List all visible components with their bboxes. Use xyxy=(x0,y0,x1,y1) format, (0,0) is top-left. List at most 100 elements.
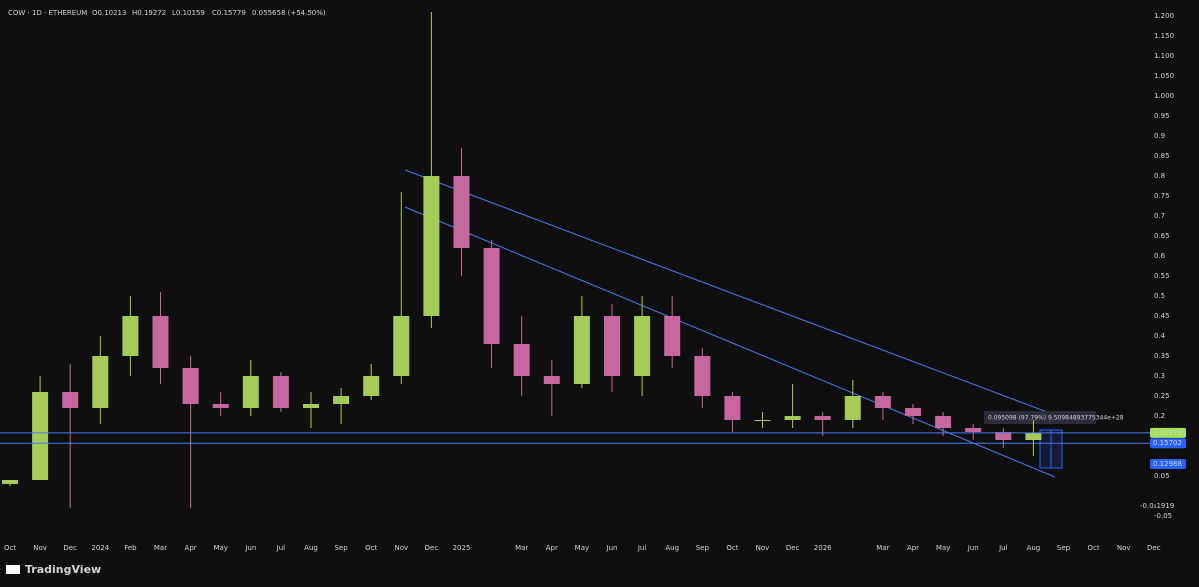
candle-body xyxy=(995,432,1012,440)
candle-body xyxy=(543,376,560,384)
footer: TradingView xyxy=(6,563,101,576)
y-tick-label: 0.65 xyxy=(1154,232,1170,240)
candle-body xyxy=(634,316,651,376)
candle-body xyxy=(92,356,109,408)
candle-body xyxy=(242,376,259,408)
x-tick-label: Feb xyxy=(124,544,137,552)
x-tick-label: Oct xyxy=(4,544,16,552)
brand: TradingView xyxy=(25,563,101,576)
y-tick-label: 0.9 xyxy=(1154,132,1165,140)
x-tick-label: 2025 xyxy=(453,544,471,552)
y-tick-label: 0.2 xyxy=(1154,412,1165,420)
candle-body xyxy=(573,316,590,384)
x-tick-label: Oct xyxy=(1088,544,1100,552)
y-tick-label: 0.75 xyxy=(1154,192,1170,200)
y-tick-label: 1.050 xyxy=(1154,72,1174,80)
candle-body xyxy=(423,176,440,316)
candle-body xyxy=(965,428,982,432)
candle-body xyxy=(62,392,79,408)
trendline xyxy=(404,169,1056,416)
y-tick-label: 0.95 xyxy=(1154,112,1170,120)
x-tick-label: Aug xyxy=(665,544,679,552)
candle-body xyxy=(664,316,681,356)
candle-body xyxy=(844,396,861,420)
x-tick-label: Mar xyxy=(515,544,528,552)
x-tick-label: Nov xyxy=(1117,544,1131,552)
ohlc-value: O0.10213 xyxy=(92,9,126,17)
x-tick-label: Oct xyxy=(726,544,738,552)
y-tick-label: 0.25 xyxy=(1154,392,1170,400)
price-label-box xyxy=(1150,427,1186,438)
x-tick-label: Nov xyxy=(756,544,770,552)
candle-body xyxy=(152,316,169,368)
y-tick-label: 1.100 xyxy=(1154,52,1174,60)
y-tick-label: 0.35 xyxy=(1154,352,1170,360)
candle-body xyxy=(32,392,49,480)
symbol: COW · 1D · ETHEREUM xyxy=(8,9,87,17)
y-tick-label: 0.85 xyxy=(1154,152,1170,160)
y-tick-label: 0.4 xyxy=(1154,332,1166,340)
candle-body xyxy=(754,420,771,421)
x-tick-label: Jul xyxy=(637,544,647,552)
y-tick-label: 1.200 xyxy=(1154,12,1174,20)
ohlc-legend: O0.10213 H0.19272 L0.10159 C0.15779 xyxy=(92,9,246,17)
y-tick-label: 0.3 xyxy=(1154,372,1165,380)
x-tick-label: Mar xyxy=(154,544,167,552)
candle-body xyxy=(935,416,952,428)
x-tick-label: Apr xyxy=(907,544,919,552)
x-tick-label: Mar xyxy=(876,544,889,552)
x-tick-label: May xyxy=(936,544,950,552)
x-tick-label: Jul xyxy=(276,544,286,552)
candle-body xyxy=(363,376,380,396)
candle-body xyxy=(212,404,229,408)
candle-body xyxy=(784,416,801,420)
candle-body xyxy=(874,396,891,408)
x-tick-label: Dec xyxy=(425,544,439,552)
candle-body xyxy=(2,480,18,484)
x-tick-label: Dec xyxy=(63,544,77,552)
y-note: -0.0₃1919 xyxy=(1140,502,1174,510)
x-tick-label: Sep xyxy=(334,544,348,552)
x-tick-label: Sep xyxy=(696,544,710,552)
ohlc-value: H0.19272 xyxy=(132,9,166,17)
x-tick-label: Nov xyxy=(394,544,408,552)
y-tick-label: 0.8 xyxy=(1154,172,1165,180)
y-tick-label: 0.6 xyxy=(1154,252,1166,260)
trendline xyxy=(404,206,1056,478)
ohlc-value: C0.15779 xyxy=(212,9,246,17)
y-tick-label: 0.55 xyxy=(1154,272,1170,280)
price-label: 0.12988 xyxy=(1153,460,1182,468)
y-tick-label: -0.05 xyxy=(1154,512,1172,520)
y-tick-label: 1.150 xyxy=(1154,32,1174,40)
y-tick-label: 0.45 xyxy=(1154,312,1170,320)
x-tick-label: Jun xyxy=(244,544,256,552)
candle-body xyxy=(272,376,289,408)
candle-body xyxy=(513,344,530,376)
change: 0.055658 (+54.50%) xyxy=(252,9,326,17)
candle-body xyxy=(694,356,711,396)
candle-body xyxy=(724,396,741,420)
candle-body xyxy=(333,396,350,404)
candle-body xyxy=(604,316,620,376)
candle-body xyxy=(182,368,199,404)
price-label-box xyxy=(1150,459,1186,470)
x-tick-label: 2026 xyxy=(814,544,832,552)
measure-label: 0.095098 (97.79%) 9.50984893775344e+28 xyxy=(988,415,1124,422)
price-label: 0.15779 xyxy=(1153,429,1182,437)
x-tick-label: Oct xyxy=(365,544,377,552)
x-tick-label: Aug xyxy=(1027,544,1041,552)
candle-body xyxy=(453,176,470,248)
x-tick-label: Nov xyxy=(33,544,47,552)
candle-body xyxy=(122,316,139,356)
x-tick-label: 2024 xyxy=(91,544,109,552)
x-tick-label: Dec xyxy=(1147,544,1161,552)
y-tick-label: 0.5 xyxy=(1154,292,1165,300)
candle-body xyxy=(905,408,921,416)
candle-body xyxy=(303,404,319,408)
y-tick-label: 1.000 xyxy=(1154,92,1174,100)
x-tick-label: Aug xyxy=(304,544,318,552)
x-tick-label: Dec xyxy=(786,544,800,552)
y-tick-label: 0.7 xyxy=(1154,212,1165,220)
